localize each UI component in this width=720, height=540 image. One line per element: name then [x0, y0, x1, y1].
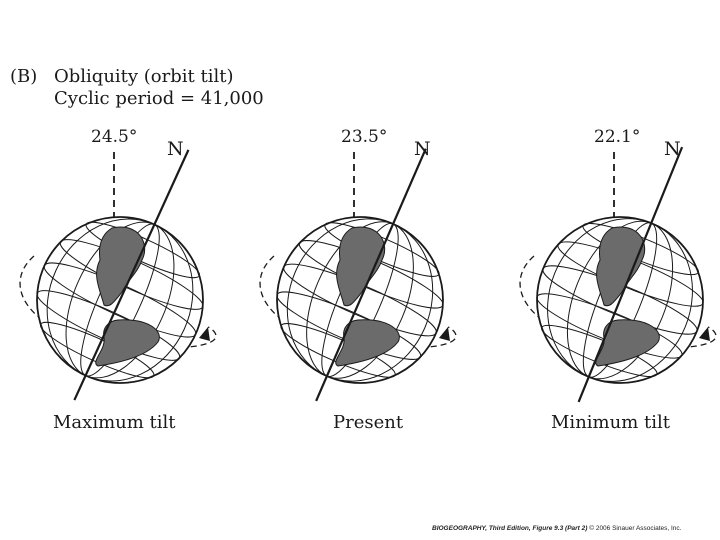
orbit-path: [259, 255, 457, 349]
rotation-arrowhead: [439, 327, 450, 341]
north-label: N: [167, 138, 184, 160]
globe-group: [259, 148, 457, 402]
north-america-shape: [596, 226, 646, 307]
figure-title: Obliquity (orbit tilt): [54, 66, 234, 87]
orbit-path: [519, 255, 717, 349]
north-label: N: [414, 138, 431, 160]
tilt-angle-label: 23.5°: [341, 127, 388, 147]
orbit-path: [19, 255, 217, 349]
south-america-shape: [335, 319, 400, 367]
rotation-arrowhead: [699, 327, 710, 341]
north-label: N: [664, 138, 681, 160]
rotation-arrowhead: [199, 327, 210, 341]
credit-rest: © 2006 Sinauer Associates, Inc.: [589, 525, 682, 532]
tilt-angle-label: 24.5°: [91, 127, 138, 147]
south-america-shape: [95, 319, 160, 367]
globe-group: [519, 146, 717, 403]
caption-present: Present: [333, 412, 404, 433]
north-america-shape: [336, 226, 386, 307]
rotation-axis: [315, 148, 427, 402]
north-america-shape: [96, 226, 146, 307]
figure-credit: BIOGEOGRAPHY, Third Edition, Figure 9.3 …: [432, 525, 681, 532]
credit-book: BIOGEOGRAPHY, Third Edition, Figure 9.3 …: [432, 525, 588, 532]
rotation-axis: [73, 149, 190, 401]
caption-minimum-tilt: Minimum tilt: [551, 412, 670, 433]
figure-header: (B) Obliquity (orbit tilt) Cyclic period …: [10, 66, 264, 110]
south-america-shape: [595, 319, 660, 367]
globe-group: [19, 149, 217, 401]
figure-subtitle: Cyclic period = 41,000: [54, 88, 264, 109]
caption-maximum-tilt: Maximum tilt: [53, 412, 176, 433]
tilt-angle-label: 22.1°: [594, 127, 641, 147]
panel-tag: (B): [10, 66, 38, 87]
rotation-axis: [577, 146, 684, 403]
